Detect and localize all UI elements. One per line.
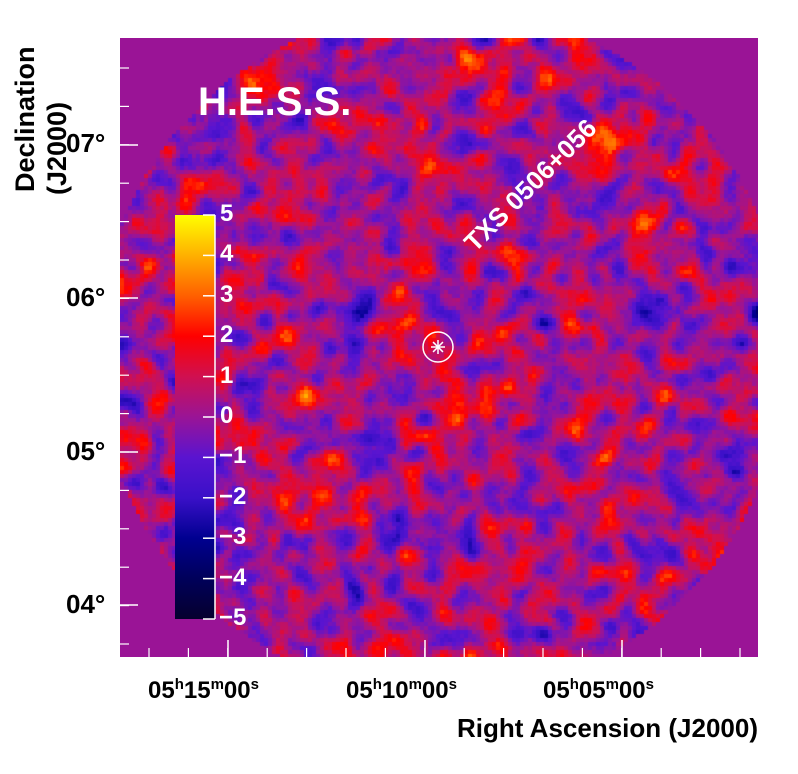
y-tick-label: 06° xyxy=(66,282,106,312)
chart-title: H.E.S.S. xyxy=(198,80,352,124)
colorbar-tick-label: −4 xyxy=(219,563,247,591)
colorbar-tick-label: −5 xyxy=(219,604,247,631)
colorbar-tick-label: −1 xyxy=(219,442,247,470)
colorbar-tick-label: 2 xyxy=(220,321,234,349)
colorbar-tick-label: 1 xyxy=(220,361,234,389)
colorbar-tick-label: −3 xyxy=(219,523,247,551)
y-tick-label: 07° xyxy=(66,128,106,158)
star-marker-icon xyxy=(432,341,444,353)
colorbar-tick-label: 5 xyxy=(220,200,234,227)
colorbar-tick-label: 3 xyxy=(220,280,234,308)
x-tick-label: 05h10m00s xyxy=(346,676,457,704)
x-tick-label: 05h15m00s xyxy=(148,676,259,704)
colorbar-tick-label: −2 xyxy=(219,482,247,510)
y-tick-label: 05° xyxy=(66,436,106,466)
y-axis-title-line1: Declination xyxy=(10,46,40,192)
y-tick-label: 04° xyxy=(66,589,106,619)
x-tick-label: 05h05m00s xyxy=(543,676,654,704)
colorbar-tick-label: 0 xyxy=(220,402,234,429)
x-axis-title: Right Ascension (J2000) xyxy=(456,713,758,743)
colorbar-tick-label: 4 xyxy=(220,240,234,268)
source-circle xyxy=(422,331,454,363)
y-axis-title: Declination (J2000) xyxy=(6,40,72,200)
